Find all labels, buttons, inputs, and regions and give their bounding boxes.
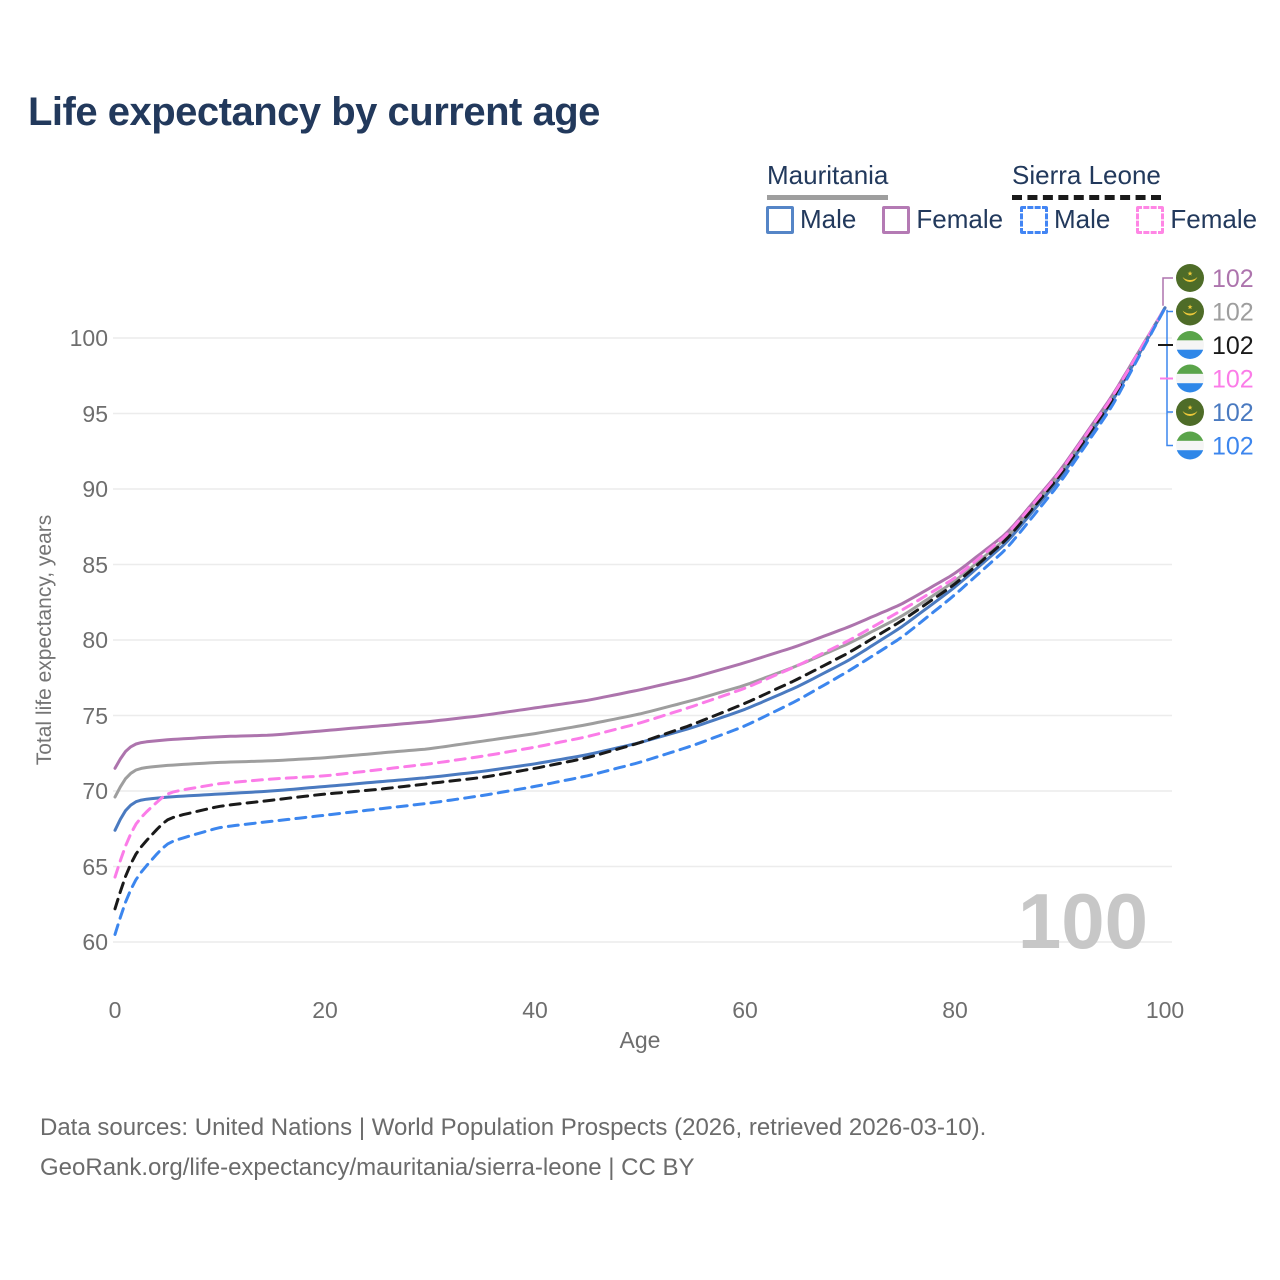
- y-tick: 65: [82, 854, 108, 880]
- end-value-mauritania-both: 102: [1212, 299, 1254, 327]
- y-tick: 100: [70, 325, 108, 351]
- series-lines: [113, 306, 1167, 936]
- footer-attribution[interactable]: GeoRank.org/life-expectancy/mauritania/s…: [40, 1154, 695, 1181]
- end-value-mauritania-male: 102: [1212, 399, 1254, 427]
- flag-icon-sierra-leone: [1176, 331, 1204, 359]
- series-line-sierra-leone-both: [113, 306, 1167, 911]
- x-tick: 20: [312, 997, 338, 1023]
- leader-line-bottom: [1166, 309, 1173, 447]
- legend-row-sierra-leone: Male Female: [1020, 204, 1257, 235]
- flag-icon-mauritania: [1176, 398, 1204, 426]
- series-line-sierra-leone-female: [113, 306, 1167, 879]
- mauritania-male-label[interactable]: Male: [800, 204, 857, 234]
- y-tick: 80: [82, 627, 108, 653]
- y-axis-title: Total life expectancy, years: [33, 514, 56, 766]
- x-tick: 80: [942, 997, 968, 1023]
- y-tick: 85: [82, 552, 108, 578]
- sierra-leone-male-swatch[interactable]: [1020, 205, 1048, 234]
- x-axis-title: Age: [620, 1027, 661, 1053]
- y-axis-ticks: 60 65 70 75 80 85 90 95 100: [70, 325, 108, 955]
- sierra-leone-male-label[interactable]: Male: [1054, 204, 1111, 234]
- flag-icon-mauritania: [1176, 264, 1204, 292]
- page-title: Life expectancy by current age: [28, 90, 600, 134]
- end-value-mauritania-female: 102: [1212, 265, 1254, 293]
- legend-header-sierra-leone[interactable]: Sierra Leone: [1012, 160, 1161, 200]
- y-tick: 60: [82, 929, 108, 955]
- x-tick: 40: [522, 997, 548, 1023]
- gridlines: [113, 337, 1172, 943]
- end-value-sierra-leone-both: 102: [1212, 332, 1254, 360]
- legend-header-mauritania[interactable]: Mauritania: [767, 160, 889, 200]
- end-labels: 102 102 102 102 102 102: [1158, 264, 1254, 461]
- sierra-leone-female-label[interactable]: Female: [1170, 204, 1258, 234]
- mauritania-female-label[interactable]: Female: [916, 204, 1004, 234]
- y-tick: 75: [82, 703, 108, 729]
- y-tick: 90: [82, 476, 108, 502]
- footer-sources: Data sources: United Nations | World Pop…: [40, 1114, 987, 1141]
- y-tick: 95: [82, 401, 108, 427]
- series-line-mauritania-male: [113, 306, 1167, 832]
- mauritania-male-swatch[interactable]: [766, 205, 794, 234]
- age-watermark: 100: [1018, 877, 1148, 965]
- end-value-sierra-leone-male: 102: [1212, 433, 1254, 461]
- series-line-sierra-leone-male: [113, 306, 1167, 936]
- mauritania-female-swatch[interactable]: [882, 205, 911, 234]
- flag-icon-mauritania: [1176, 297, 1204, 326]
- footer: Data sources: United Nations | World Pop…: [40, 1108, 986, 1188]
- x-axis-ticks: 0 20 40 60 80 100: [109, 997, 1185, 1023]
- flag-icon-sierra-leone: [1176, 365, 1204, 393]
- x-tick: 100: [1146, 997, 1184, 1023]
- end-value-sierra-leone-female: 102: [1212, 366, 1254, 394]
- sierra-leone-female-swatch[interactable]: [1136, 205, 1165, 234]
- legend-row-mauritania: Male Female: [766, 204, 1003, 235]
- x-tick: 0: [109, 997, 122, 1023]
- series-line-mauritania-female: [113, 306, 1167, 770]
- leader-line-top: [1162, 277, 1173, 306]
- y-tick: 70: [82, 778, 108, 804]
- flag-icon-sierra-leone: [1176, 432, 1204, 460]
- x-tick: 60: [732, 997, 758, 1023]
